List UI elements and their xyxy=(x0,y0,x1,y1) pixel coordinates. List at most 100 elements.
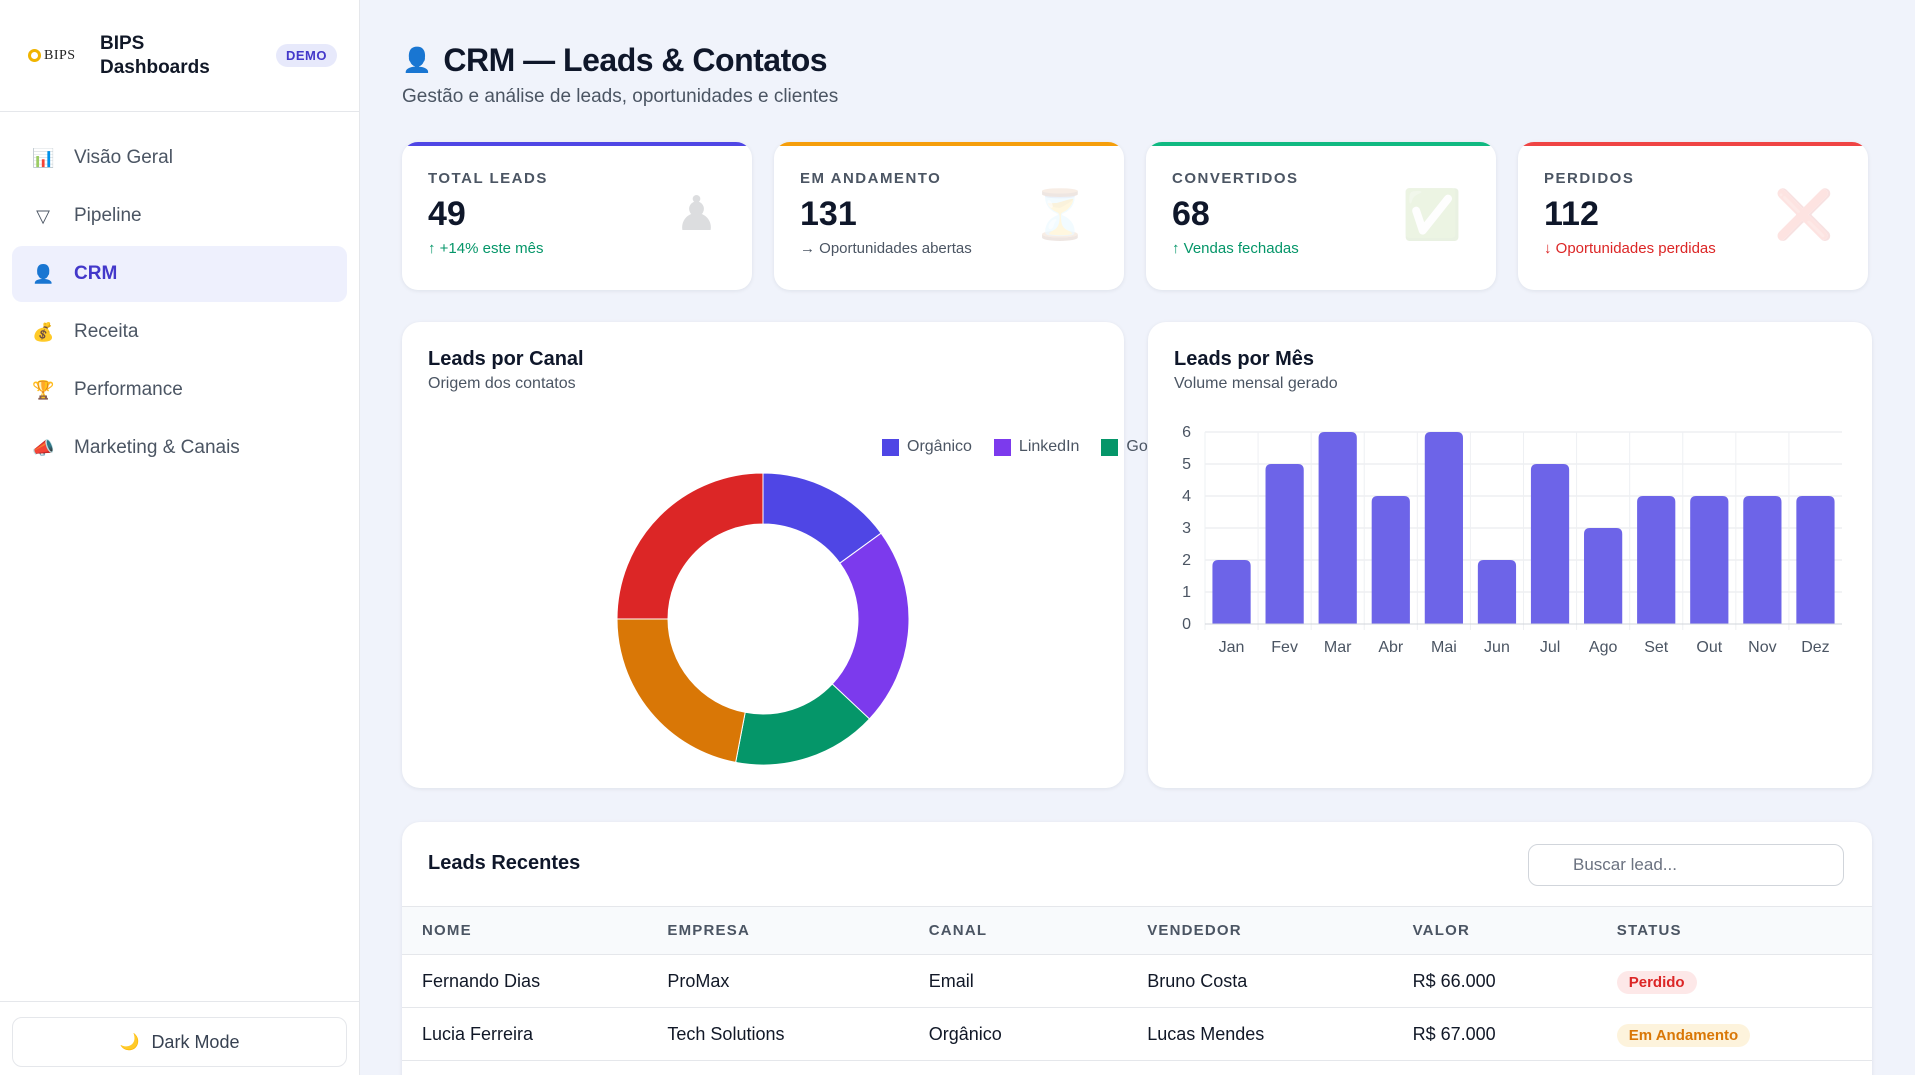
x-tick-label: Abr xyxy=(1378,639,1404,656)
sidebar-item-label: Receita xyxy=(74,321,139,342)
x-tick-label: Dez xyxy=(1801,639,1829,656)
bar-mar[interactable] xyxy=(1318,432,1357,624)
hourglass-icon: ⏳ xyxy=(1030,189,1090,242)
sidebar-footer-divider xyxy=(0,1001,359,1002)
kpi-note: → Oportunidades abertas xyxy=(800,240,972,257)
canal-card-subtitle: Origem dos contatos xyxy=(428,375,576,392)
search-lead-input[interactable] xyxy=(1528,844,1844,886)
page-subtitle: Gestão e análise de leads, oportunidades… xyxy=(402,86,839,107)
cell-empresa: Tech Solutions xyxy=(667,1007,929,1061)
moon-icon: 🌙 xyxy=(119,1034,140,1051)
legend-swatch xyxy=(1101,438,1119,456)
y-tick-label: 0 xyxy=(1182,616,1191,633)
kpi-note: ↑ +14% este mês xyxy=(428,240,544,257)
sidebar-item-pipeline[interactable]: ▽ Pipeline xyxy=(12,188,347,244)
donut-slice-email[interactable] xyxy=(616,472,764,620)
y-tick-label: 2 xyxy=(1182,552,1191,569)
leads-por-canal-donut xyxy=(616,472,910,766)
kpi-value: 68 xyxy=(1172,195,1210,233)
kpi-value: 131 xyxy=(800,195,857,233)
bar-dez[interactable] xyxy=(1796,496,1835,624)
leads-recentes-title: Leads Recentes xyxy=(428,852,581,874)
kpi-value: 112 xyxy=(1544,195,1599,233)
cell-status: Perdido xyxy=(1616,954,1872,1008)
y-tick-label: 4 xyxy=(1182,488,1191,505)
x-tick-label: Set xyxy=(1644,639,1669,656)
sidebar-nav: 📊 Visão Geral ▽ Pipeline 👤 CRM 💰 Receita 🏆 Perfor… xyxy=(0,112,359,496)
table-row[interactable]: Fernando Dias ProMax Email Bruno Costa R$ 66… xyxy=(402,954,1872,1008)
sidebar-item-label: CRM xyxy=(74,263,118,284)
sidebar-item-crm[interactable]: 👤 CRM xyxy=(12,246,347,302)
x-tick-label: Mar xyxy=(1324,639,1352,656)
column-header[interactable]: VALOR xyxy=(1412,906,1617,955)
cell-status: Em Andamento xyxy=(1616,1007,1872,1061)
bar-out[interactable] xyxy=(1690,496,1729,624)
column-header[interactable]: CANAL xyxy=(928,906,1148,955)
sidebar-item-receita[interactable]: 💰 Receita xyxy=(12,304,347,360)
legend-item-organico[interactable]: Orgânico xyxy=(882,438,972,456)
bar-set[interactable] xyxy=(1637,496,1676,624)
bar-jan[interactable] xyxy=(1212,560,1251,624)
x-tick-label: Out xyxy=(1696,639,1722,656)
legend-label: Orgânico xyxy=(907,438,972,455)
page-title: 👤 CRM — Leads & Contatos xyxy=(402,42,828,79)
sidebar: BIPS BIPS Dashboards DEMO 📊 Visão Geral ▽ P… xyxy=(0,0,360,1075)
megaphone-icon: 📣 xyxy=(32,437,55,458)
bar-jun[interactable] xyxy=(1477,560,1517,624)
leads-por-canal-card: Leads por Canal Origem dos contatos xyxy=(402,322,1124,788)
bar-nov[interactable] xyxy=(1743,496,1782,624)
dark-mode-toggle[interactable]: 🌙 Dark Mode xyxy=(12,1017,347,1067)
sidebar-item-marketing-canais[interactable]: 📣 Marketing & Canais xyxy=(12,420,347,476)
bar-jul[interactable] xyxy=(1530,464,1570,624)
column-header[interactable]: EMPRESA xyxy=(667,906,929,955)
sidebar-item-label: Pipeline xyxy=(74,205,142,226)
bar-ago[interactable] xyxy=(1584,528,1623,624)
cell-empresa: ProMax xyxy=(667,954,929,1008)
trophy-icon: 🏆 xyxy=(32,379,55,400)
cell-vendedor: Bruno Costa xyxy=(1147,954,1413,1008)
legend-item-linkedin[interactable]: LinkedIn xyxy=(993,438,1079,456)
logo-text: BIPS xyxy=(44,47,76,63)
kpi-card: EM ANDAMENTO 131 → Oportunidades abertas ⏳ xyxy=(774,142,1124,290)
donut-slice-meta-ads[interactable] xyxy=(616,618,746,763)
brand-name: BIPS Dashboards xyxy=(100,32,276,80)
kpi-label: EM ANDAMENTO xyxy=(800,170,942,187)
sidebar-item-visao-geral[interactable]: 📊 Visão Geral xyxy=(12,130,347,186)
page-title-text: CRM — Leads & Contatos xyxy=(443,42,828,78)
column-header[interactable]: VENDEDOR xyxy=(1147,906,1413,955)
bar-abr[interactable] xyxy=(1371,496,1410,624)
cell-valor: R$ 67.000 xyxy=(1412,1007,1617,1061)
kpi-card: CONVERTIDOS 68 ↑ Vendas fechadas ✅ xyxy=(1146,142,1496,290)
kpi-card: PERDIDOS 112 ↓ Oportunidades perdidas ❌ xyxy=(1518,142,1868,290)
status-badge: Perdido xyxy=(1616,970,1697,994)
leads-recentes-card: Leads Recentes 🔍 NOMEEMPRESACANALVENDEDO… xyxy=(402,822,1872,1075)
kpi-note: ↓ Oportunidades perdidas xyxy=(1544,240,1716,257)
bar-fev[interactable] xyxy=(1265,464,1304,624)
y-tick-label: 5 xyxy=(1182,456,1191,473)
y-tick-label: 3 xyxy=(1182,520,1191,537)
cell-canal: Orgânico xyxy=(928,1007,1148,1061)
cell-vendedor: Lucas Mendes xyxy=(1147,1007,1413,1061)
column-header[interactable]: NOME xyxy=(402,906,668,955)
legend-swatch xyxy=(993,438,1011,456)
bar-mai[interactable] xyxy=(1424,432,1463,624)
column-header[interactable]: STATUS xyxy=(1616,906,1872,955)
logo-mark-icon xyxy=(28,49,41,62)
y-tick-label: 6 xyxy=(1182,424,1191,441)
cross-icon: ❌ xyxy=(1774,189,1834,242)
mes-card-subtitle: Volume mensal gerado xyxy=(1174,375,1338,392)
mes-card-title: Leads por Mês xyxy=(1174,348,1315,370)
x-tick-label: Jul xyxy=(1540,639,1560,656)
donut-slice-linkedin[interactable] xyxy=(831,532,910,720)
x-tick-label: Nov xyxy=(1748,639,1776,656)
legend-swatch xyxy=(882,438,899,456)
status-badge: Em Andamento xyxy=(1616,1023,1751,1047)
sidebar-item-performance[interactable]: 🏆 Performance xyxy=(12,362,347,418)
x-tick-label: Ago xyxy=(1589,639,1618,656)
table-body: Fernando Dias ProMax Email Bruno Costa R$ 66… xyxy=(402,954,1872,1061)
sidebar-item-label: Performance xyxy=(74,379,183,400)
canal-card-title: Leads por Canal xyxy=(428,348,584,370)
sidebar-item-label: Visão Geral xyxy=(74,147,173,168)
cell-canal: Email xyxy=(928,954,1148,1008)
table-row[interactable]: Lucia Ferreira Tech Solutions Orgânico Luca… xyxy=(402,1007,1872,1061)
